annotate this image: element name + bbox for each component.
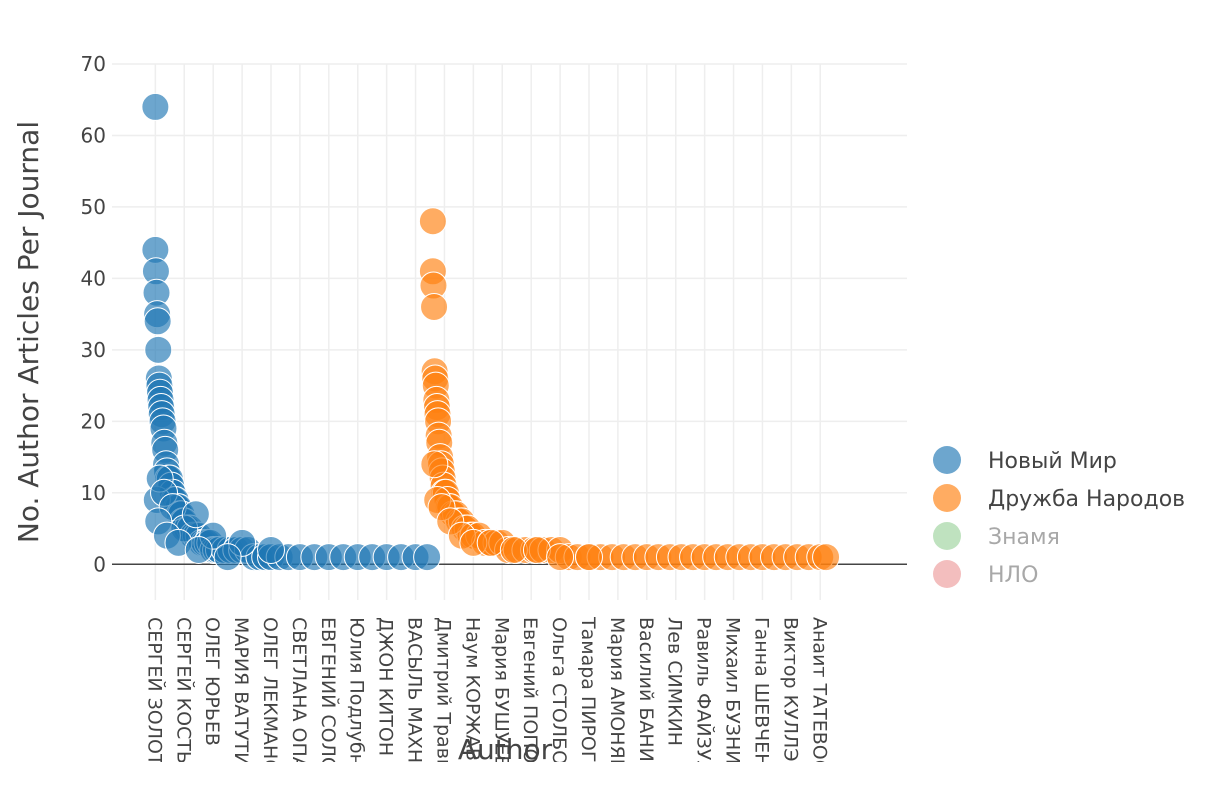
x-tick-label: Василий БАНИН bbox=[635, 617, 657, 776]
data-points[interactable] bbox=[141, 92, 841, 572]
grid-lines bbox=[112, 63, 907, 600]
data-point[interactable] bbox=[420, 450, 449, 479]
x-tick-label: Равиль ФАЙЗУЛЛИН bbox=[693, 617, 716, 808]
data-point[interactable] bbox=[143, 307, 172, 336]
data-point[interactable] bbox=[257, 535, 285, 564]
x-tick-label: Михаил БУЗНИК bbox=[722, 617, 744, 778]
y-axis-ticks: 0 10 20 30 40 50 60 70 bbox=[81, 52, 106, 576]
x-tick-label: Анаит ТАТЕВОСЯН bbox=[808, 617, 830, 800]
legend-item[interactable]: Знамя bbox=[933, 522, 1060, 550]
x-tick-label: Юлия Подлубнова bbox=[346, 617, 368, 801]
y-tick-label: 70 bbox=[81, 52, 106, 76]
legend-marker bbox=[933, 560, 961, 588]
x-tick-label: Ольга СТОЛБОВА bbox=[548, 617, 570, 791]
legend-marker bbox=[933, 446, 961, 474]
x-tick-label: МАРИЯ ВАТУТИНА bbox=[230, 617, 252, 794]
x-tick-label: Ганна ШЕВЧЕНКО bbox=[750, 617, 772, 796]
y-axis-title: No. Author Articles Per Journal bbox=[12, 121, 45, 543]
data-point[interactable] bbox=[413, 543, 442, 572]
data-point[interactable] bbox=[812, 543, 841, 572]
x-tick-label: Дмитрий Травин bbox=[432, 617, 454, 784]
legend-label: Знамя bbox=[988, 525, 1060, 550]
data-point[interactable] bbox=[144, 335, 173, 364]
y-tick-label: 30 bbox=[81, 338, 106, 362]
x-tick-label: СЕРГЕЙ КОСТЫРКО bbox=[172, 617, 195, 808]
x-axis-ticks: СЕРГЕЙ ЗОЛОТАРЕВ СЕРГЕЙ КОСТЫРКО ОЛЕГ ЮРЬЕ… bbox=[143, 616, 830, 808]
y-tick-label: 40 bbox=[81, 266, 106, 290]
x-tick-label: Евгений ПОПОВ bbox=[519, 617, 541, 777]
legend-label: Дружба Народов bbox=[988, 487, 1185, 512]
legend-item[interactable]: Дружба Народов bbox=[933, 484, 1185, 512]
legend-label: Новый Мир bbox=[988, 449, 1117, 474]
x-axis-title: Author bbox=[458, 733, 553, 766]
y-tick-label: 20 bbox=[81, 409, 106, 433]
legend-item[interactable]: Новый Мир bbox=[933, 446, 1117, 474]
x-tick-label: ВАСЫЛЬ МАХНО bbox=[404, 617, 426, 778]
y-tick-label: 0 bbox=[93, 552, 106, 576]
legend-marker bbox=[933, 484, 961, 512]
x-tick-label: ДЖОН КИТОН bbox=[375, 617, 397, 756]
legend-marker bbox=[933, 522, 961, 550]
data-point[interactable] bbox=[141, 92, 170, 121]
data-point[interactable] bbox=[420, 292, 449, 321]
data-point[interactable] bbox=[213, 543, 242, 572]
legend-item[interactable]: НЛО bbox=[933, 560, 1038, 588]
y-tick-label: 10 bbox=[81, 481, 106, 505]
x-tick-label: Наум КОРЖАВИН bbox=[461, 617, 483, 789]
x-tick-label: Лев СИМКИН bbox=[664, 617, 686, 746]
x-tick-label: ОЛЕГ ЛЕКМАНОВ bbox=[259, 617, 281, 787]
x-tick-label: Тамара ПИРОГОВА bbox=[577, 616, 599, 803]
x-tick-label: Мария АМОНЯН bbox=[606, 617, 628, 773]
data-point[interactable] bbox=[575, 543, 603, 572]
y-tick-label: 60 bbox=[81, 123, 106, 147]
x-tick-label: Виктор КУЛЛЭ bbox=[779, 617, 801, 762]
x-tick-label: Мария БУШУЕВА bbox=[490, 617, 512, 781]
x-tick-label: ЕВГЕНИЙ СОЛОНОВИЧ bbox=[317, 617, 340, 808]
legend[interactable]: Новый Мир Дружба Народов Знамя НЛО bbox=[933, 446, 1185, 588]
x-tick-label: ОЛЕГ ЮРЬЕВ bbox=[201, 617, 223, 746]
x-tick-label: СВЕТЛАНА ОПАТАН bbox=[288, 617, 310, 808]
legend-label: НЛО bbox=[988, 563, 1038, 588]
y-tick-label: 50 bbox=[81, 195, 106, 219]
data-point[interactable] bbox=[418, 207, 447, 236]
data-point[interactable] bbox=[546, 543, 575, 572]
x-tick-labels: СЕРГЕЙ ЗОЛОТАРЕВ СЕРГЕЙ КОСТЫРКО ОЛЕГ ЮРЬЕ… bbox=[143, 616, 830, 808]
data-point[interactable] bbox=[184, 535, 213, 564]
x-tick-label: СЕРГЕЙ ЗОЛОТАРЕВ bbox=[143, 617, 166, 808]
data-point[interactable] bbox=[181, 500, 210, 529]
